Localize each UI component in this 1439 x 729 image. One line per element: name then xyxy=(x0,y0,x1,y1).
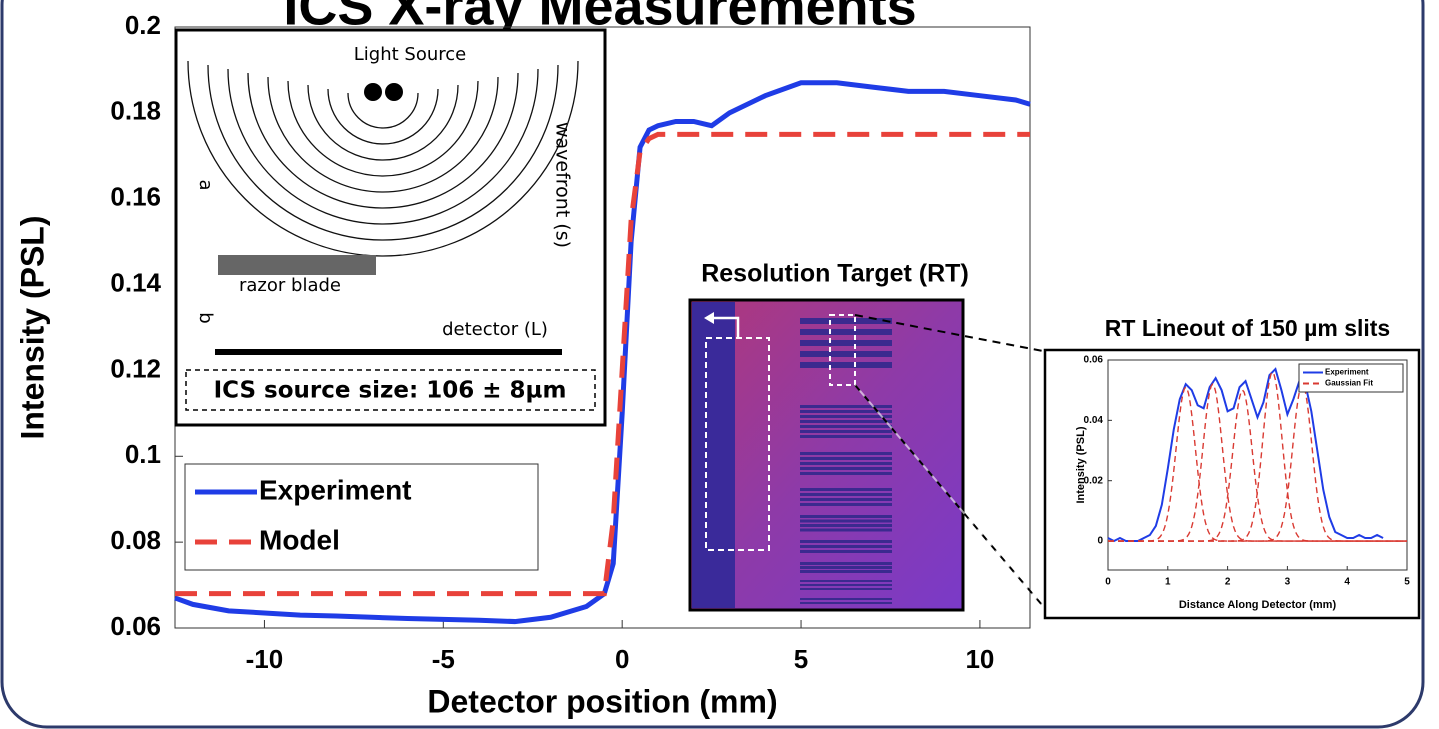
target-bar xyxy=(800,351,892,357)
target-bar xyxy=(800,520,892,523)
x-tick-label: 5 xyxy=(1404,577,1410,588)
target-bar xyxy=(800,435,892,438)
target-bar xyxy=(800,580,892,582)
legend-label: Model xyxy=(259,524,340,555)
target-bar xyxy=(800,462,892,465)
target-bar xyxy=(800,540,892,543)
target-bar xyxy=(800,425,892,428)
y-tick-label: 0.18 xyxy=(110,96,161,126)
target-bar xyxy=(800,415,892,418)
target-bar xyxy=(800,503,892,506)
target-bar xyxy=(800,362,892,368)
page: ICS X-ray Measurements -10-505100.060.08… xyxy=(0,0,1439,729)
y-tick-label: 0.06 xyxy=(1084,355,1104,366)
y-tick-label: 0.08 xyxy=(110,525,161,555)
y-tick-label: 0.1 xyxy=(125,439,161,469)
legend-label: Gaussian Fit xyxy=(1325,379,1373,388)
x-tick-label: 10 xyxy=(965,644,994,674)
legend-label: Experiment xyxy=(259,474,412,505)
x-axis-label: Detector position (mm) xyxy=(427,683,777,719)
target-bar xyxy=(800,457,892,460)
x-tick-label: 2 xyxy=(1225,577,1231,588)
target-bar xyxy=(800,472,892,475)
target-bar xyxy=(800,515,892,518)
target-bar xyxy=(800,529,892,532)
x-tick-label: 0 xyxy=(1105,577,1111,588)
rt-title: Resolution Target (RT) xyxy=(701,260,969,288)
target-bar xyxy=(800,452,892,455)
diagram-inset: Light Source wavefront (s) a razor blade… xyxy=(176,30,605,425)
target-bar xyxy=(800,467,892,470)
x-tick-label: 0 xyxy=(615,644,629,674)
razor-blade xyxy=(218,255,376,275)
target-bar xyxy=(800,562,892,565)
y-axis-label: Intensity (PSL) xyxy=(1075,426,1087,503)
y-tick-label: 0.04 xyxy=(1084,415,1104,426)
source-dot xyxy=(364,83,382,101)
target-bar xyxy=(800,329,892,335)
target-bar xyxy=(800,420,892,423)
target-bar xyxy=(800,588,892,590)
target-bar xyxy=(800,602,892,604)
target-bar xyxy=(800,488,892,491)
razor-blade-label: razor blade xyxy=(239,275,341,296)
target-bar xyxy=(800,545,892,548)
a-label: a xyxy=(195,179,216,190)
y-tick-label: 0.2 xyxy=(125,10,161,40)
source-size-label: ICS source size: 106 ± 8µm xyxy=(214,378,567,404)
light-source-label: Light Source xyxy=(354,44,466,65)
x-tick-label: -5 xyxy=(432,644,455,674)
target-bar xyxy=(800,524,892,527)
y-axis-label: Intensity (PSL) xyxy=(14,215,50,439)
y-tick-label: 0.06 xyxy=(110,611,161,641)
target-bar xyxy=(800,340,892,346)
y-tick-label: 0.14 xyxy=(110,267,161,297)
y-tick-label: 0 xyxy=(1097,536,1103,547)
target-bar xyxy=(800,598,892,600)
target-bar xyxy=(800,566,892,569)
x-tick-label: 1 xyxy=(1165,577,1171,588)
target-bar xyxy=(800,570,892,573)
wavefront-label: wavefront (s) xyxy=(552,122,574,248)
target-bar xyxy=(800,498,892,501)
figure: ICS X-ray Measurements -10-505100.060.08… xyxy=(0,0,1439,729)
x-tick-label: 3 xyxy=(1285,577,1291,588)
detector-label: detector (L) xyxy=(442,319,548,340)
target-bar xyxy=(800,318,892,324)
target-bar xyxy=(800,550,892,553)
chart-title: RT Lineout of 150 µm slits xyxy=(1105,315,1390,341)
y-tick-label: 0.16 xyxy=(110,182,161,212)
rt-edge xyxy=(692,302,735,608)
b-label: b xyxy=(195,312,216,323)
x-tick-label: -10 xyxy=(246,644,284,674)
legend-label: Experiment xyxy=(1325,368,1369,377)
y-tick-label: 0.12 xyxy=(110,353,161,383)
source-dot xyxy=(385,83,403,101)
target-bar xyxy=(800,493,892,496)
x-tick-label: 4 xyxy=(1344,577,1350,588)
target-bar xyxy=(800,430,892,433)
x-axis-label: Distance Along Detector (mm) xyxy=(1179,599,1337,611)
target-bar xyxy=(800,405,892,408)
x-tick-label: 5 xyxy=(794,644,808,674)
target-bar xyxy=(800,584,892,586)
